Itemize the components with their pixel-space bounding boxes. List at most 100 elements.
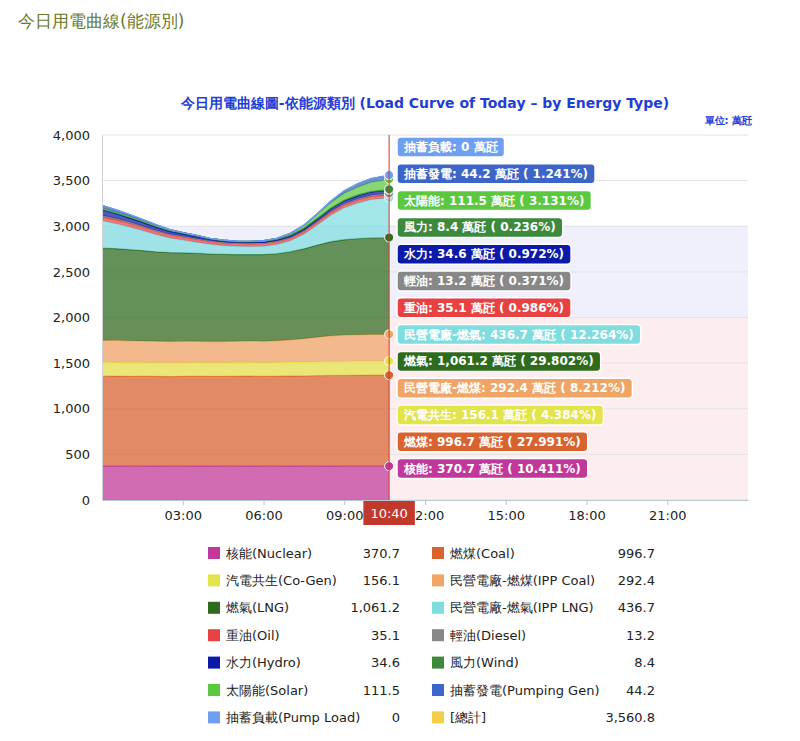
tooltip: 抽蓄負載: 0 萬瓩 [397,137,505,157]
legend-swatch [208,602,220,614]
x-tick: 06:00 [245,500,282,523]
legend-label: 水力(Hydro) [226,655,301,670]
x-tick-label: 21:00 [649,508,686,523]
y-tick: 1,000 [53,401,102,416]
tooltip-box [397,137,505,157]
tooltip-label: 民營電廠-燃氣: 436.7 萬瓩 ( 12.264%) [404,328,634,342]
y-tick-label: 1,500 [53,356,90,371]
tooltip-label: 核能: 370.7 萬瓩 ( 10.411%) [403,462,581,476]
tooltip: 民營電廠-燃煤: 292.4 萬瓩 ( 8.212%) [397,378,632,398]
tooltip-box [397,164,595,184]
page-title: 今日用電曲線(能源別) [18,11,184,31]
legend-swatch [432,657,444,669]
y-tick-label: 3,500 [53,173,90,188]
tooltip: 燃煤: 996.7 萬瓩 ( 27.991%) [397,432,588,452]
area [102,175,389,241]
legend-value: 35.1 [371,628,400,643]
legend-label: 太陽能(Solar) [226,683,308,698]
legend-swatch [432,629,444,641]
y-tick: 500 [65,447,102,462]
tooltip-box [397,244,571,264]
legend-label: 風力(Wind) [450,655,519,670]
tooltip: 太陽能: 111.5 萬瓩 ( 3.131%) [397,191,591,211]
x-tick-mark [425,500,426,505]
y-tick-label: 0 [82,493,90,508]
y-tick: 4,000 [53,128,102,143]
chart-title: 今日用電曲線圖-依能源類別 (Load Curve of Today – by … [180,95,669,111]
tooltips: 抽蓄負載: 0 萬瓩抽蓄發電: 44.2 萬瓩 ( 1.241%) 太陽能: 11… [397,137,641,479]
tooltip-label: 重油: 35.1 萬瓩 ( 0.986%) [403,301,564,315]
legend-label: 輕油(Diesel) [450,628,526,643]
legend-swatch [432,547,444,559]
x-tick-label: 18:00 [568,508,605,523]
area [102,466,389,500]
tooltip-label: 抽蓄發電: 44.2 萬瓩 ( 1.241%) [403,167,588,181]
y-tick: 2,000 [53,310,102,325]
legend: 核能(Nuclear)370.7燃煤(Coal)996.7汽電共生(Co-Gen… [208,546,655,725]
tooltip-label: 輕油: 13.2 萬瓩 ( 0.371%) [403,274,564,288]
current-time-box [363,501,414,525]
tooltip: 燃氣: 1,061.2 萬瓩 ( 29.802%) [397,351,601,371]
chart-root: 今日用電曲線(能源別) 今日用電曲線圖-依能源類別 (Load Curve of … [0,0,800,741]
y-tick-label: 500 [65,447,90,462]
tooltip-box [397,325,641,345]
legend-item: 太陽能(Solar)111.5 [208,683,400,698]
legend-value: 13.2 [626,628,655,643]
area [102,361,389,377]
legend-item: 汽電共生(Co-Gen)156.1 [208,573,400,588]
legend-value: 44.2 [626,683,655,698]
y-tick-label: 2,000 [53,310,90,325]
x-tick: 21:00 [649,500,686,523]
y-tick: 3,000 [53,219,102,234]
legend-value: 0 [392,710,400,725]
tooltip-box [397,191,591,211]
x-tick: 15:00 [488,500,525,523]
tooltip: 抽蓄發電: 44.2 萬瓩 ( 1.241%) [397,164,595,184]
tooltip: 核能: 370.7 萬瓩 ( 10.411%) [397,459,588,479]
current-time-label: 10:40 [370,506,407,521]
tooltip-label: 太陽能: 111.5 萬瓩 ( 3.131%) [403,194,584,208]
area-line [102,179,389,241]
legend-swatch [208,684,220,696]
x-tick-label: 06:00 [245,508,282,523]
x-tick-mark [264,500,265,505]
legend-swatch [432,684,444,696]
tooltip-label: 燃氣: 1,061.2 萬瓩 ( 29.802%) [403,354,594,368]
grid [102,135,748,500]
legend-label: 民營電廠-燃煤(IPP Coal) [450,573,595,588]
unit-label: 單位: 萬瓩 [704,115,752,126]
y-tick-label: 4,000 [53,128,90,143]
x-tick: 09:00 [326,500,363,523]
legend-value: 996.7 [618,546,655,561]
y-tick: 3,500 [53,173,102,188]
legend-item: 重油(Oil) 35.1 [208,628,400,643]
tooltip-box [397,378,632,398]
current-time-line [389,135,390,500]
legend-item: [總計]3,560.8 [432,710,655,725]
legend-swatch [432,602,444,614]
x-tick-label: 15:00 [488,508,525,523]
plot-marks [102,171,394,500]
area-line [102,175,389,241]
x-tick: 03:00 [165,500,202,523]
tooltip: 風力: 8.4 萬瓩 ( 0.236%) [397,217,563,237]
tooltip: 汽電共生: 156.1 萬瓩 ( 4.384%) [397,405,603,425]
tooltip: 輕油: 13.2 萬瓩 ( 0.371%) [397,271,571,291]
tooltip-label: 民營電廠-燃煤: 292.4 萬瓩 ( 8.212%) [404,381,625,395]
legend-item: 抽蓄發電(Pumping Gen)44.2 [432,683,655,698]
legend-item: 民營電廠-燃氣(IPP LNG)436.7 [432,600,655,615]
x-tick-mark [667,500,668,505]
legend-label: 重油(Oil) [226,628,280,643]
x-tick: 18:00 [568,500,605,523]
tooltip-label: 風力: 8.4 萬瓩 ( 0.236%) [403,220,556,234]
legend-label: 抽蓄負載(Pump Load) [226,710,360,725]
tooltip-box [397,459,588,479]
tooltip-box [397,298,571,318]
legend-item: 燃煤(Coal)996.7 [432,546,655,561]
legend-value: 1,061.2 [350,600,400,615]
y-axis: 05001,0001,5002,0002,5003,0003,5004,000 [53,128,103,508]
legend-swatch [208,657,220,669]
legend-value: 34.6 [371,655,400,670]
x-tick-mark [183,500,184,505]
x-axis: 03:0006:0009:0012:0015:0018:0021:00 [103,500,749,523]
